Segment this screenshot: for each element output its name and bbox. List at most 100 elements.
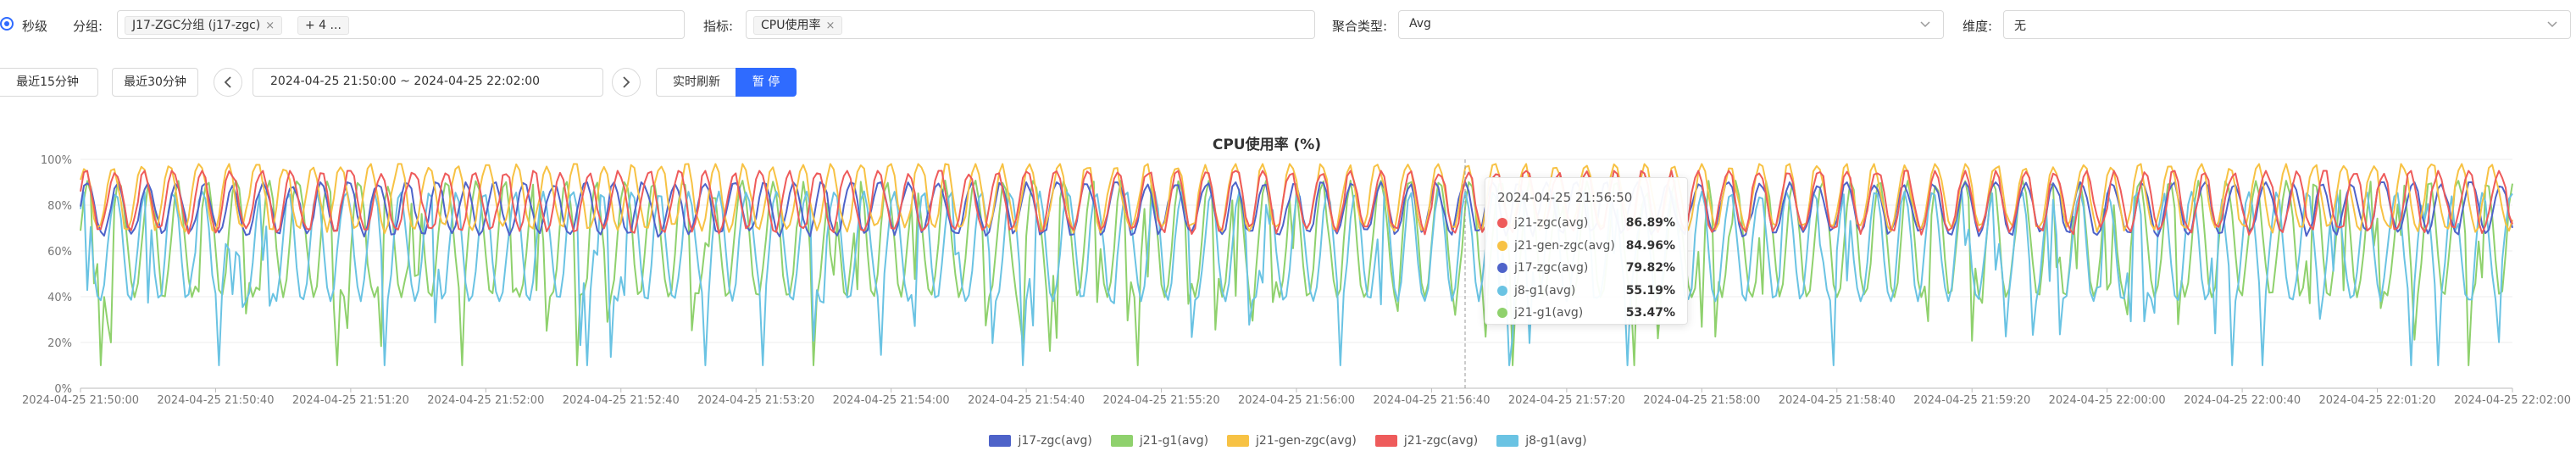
metric-tag[interactable]: CPU使用率 × <box>753 16 843 35</box>
legend-label: j17-zgc(avg) <box>1018 434 1092 448</box>
prev-range-button[interactable] <box>214 68 242 97</box>
x-tick-label: 2024-04-25 21:54:40 <box>968 394 1085 407</box>
realtime-refresh-button[interactable]: 实时刷新 <box>656 68 737 97</box>
group-select[interactable]: J17-ZGC分组 (j17-zgc) × + 4 ... <box>117 10 685 39</box>
y-tick-label: 60% <box>47 246 72 259</box>
series-line-j8-g1-avg- <box>80 190 2513 366</box>
legend-swatch-icon <box>989 435 1012 447</box>
time-range-value: 2024-04-25 21:50:00 ~ 2024-04-25 22:02:0… <box>270 75 541 88</box>
agg-value: Avg <box>1409 17 1431 31</box>
metric-select[interactable]: CPU使用率 × <box>746 10 1315 39</box>
tooltip-series-value: 53.47% <box>1625 306 1675 320</box>
tooltip-series-value: 79.82% <box>1625 261 1675 276</box>
tooltip-series-name: j17-zgc(avg) <box>1514 261 1589 276</box>
x-tick-label: 2024-04-25 22:02:00 <box>2454 394 2571 407</box>
chevron-left-icon <box>224 76 231 88</box>
last-30min-button[interactable]: 最近30分钟 <box>112 68 198 97</box>
legend-swatch-icon <box>1227 435 1250 447</box>
y-tick-label: 40% <box>47 292 72 304</box>
legend-label: j21-gen-zgc(avg) <box>1256 434 1357 448</box>
tooltip-row: j8-g1(avg) 55.19% <box>1497 280 1675 303</box>
tooltip-row: j21-zgc(avg) 86.89% <box>1497 212 1675 235</box>
series-dot-icon <box>1497 285 1507 296</box>
y-tick-label: 0% <box>54 383 72 396</box>
chevron-down-icon <box>2547 21 2557 28</box>
legend-item[interactable]: j21-zgc(avg) <box>1374 434 1479 448</box>
tooltip-row: j21-gen-zgc(avg) 84.96% <box>1497 235 1675 258</box>
series-dot-icon <box>1497 263 1507 274</box>
legend-swatch-icon <box>1496 435 1519 447</box>
x-tick-label: 2024-04-25 22:01:20 <box>2319 394 2436 407</box>
tooltip-series-value: 84.96% <box>1625 238 1675 253</box>
agg-label: 聚合类型: <box>1332 19 1388 34</box>
legend-swatch-icon <box>1110 435 1133 447</box>
x-tick-label: 2024-04-25 21:53:20 <box>697 394 814 407</box>
tooltip-time: 2024-04-25 21:56:50 <box>1497 190 1633 205</box>
tooltip-series-name: j21-gen-zgc(avg) <box>1514 238 1615 253</box>
group-label: 分组: <box>73 19 103 34</box>
legend-item[interactable]: j21-gen-zgc(avg) <box>1227 434 1357 448</box>
dim-select[interactable]: 无 <box>2003 10 2571 39</box>
time-range-input[interactable]: 2024-04-25 21:50:00 ~ 2024-04-25 22:02:0… <box>253 68 603 97</box>
series-line-j21-zgc-avg- <box>80 170 2513 236</box>
metric-tag-text: CPU使用率 <box>761 19 821 32</box>
series-line-j21-gen-zgc-avg- <box>80 163 2513 235</box>
x-tick-label: 2024-04-25 21:52:00 <box>427 394 544 407</box>
metric-label: 指标: <box>703 19 734 34</box>
last-15min-button[interactable]: 最近15分钟 <box>0 68 98 97</box>
granularity-radio[interactable] <box>0 17 14 31</box>
tooltip-series-name: j21-g1(avg) <box>1514 306 1584 320</box>
series-dot-icon <box>1497 240 1507 251</box>
group-tag[interactable]: J17-ZGC分组 (j17-zgc) × <box>125 16 283 35</box>
x-tick-label: 2024-04-25 21:59:20 <box>1913 394 2030 407</box>
granularity-label: 秒级 <box>22 19 48 34</box>
legend-label: j21-g1(avg) <box>1139 434 1209 448</box>
tooltip-row: j21-g1(avg) 53.47% <box>1497 302 1675 325</box>
dim-label: 维度: <box>1963 19 1993 34</box>
agg-select[interactable]: Avg <box>1398 10 1944 39</box>
y-tick-label: 80% <box>47 200 72 213</box>
chevron-right-icon <box>623 76 630 88</box>
legend-item[interactable]: j21-g1(avg) <box>1110 434 1209 448</box>
dim-value: 无 <box>2014 19 2026 33</box>
series-dot-icon <box>1497 218 1507 229</box>
x-tick-label: 2024-04-25 21:57:20 <box>1508 394 1625 407</box>
next-range-button[interactable] <box>612 68 641 97</box>
legend-label: j21-zgc(avg) <box>1403 434 1479 448</box>
x-tick-label: 2024-04-25 21:54:00 <box>833 394 950 407</box>
x-tick-label: 2024-04-25 21:56:00 <box>1238 394 1355 407</box>
x-tick-label: 2024-04-25 21:56:40 <box>1373 394 1490 407</box>
radio-dot <box>4 21 9 26</box>
chart-tooltip: 2024-04-25 21:56:50 j21-zgc(avg) 86.89% j2… <box>1485 177 1688 325</box>
y-tick-label: 20% <box>47 337 72 350</box>
series-dot-icon <box>1497 308 1507 319</box>
tooltip-row: j17-zgc(avg) 79.82% <box>1497 257 1675 280</box>
x-tick-label: 2024-04-25 21:58:00 <box>1643 394 1760 407</box>
legend-item[interactable]: j17-zgc(avg) <box>989 434 1092 448</box>
tooltip-series-name: j21-zgc(avg) <box>1514 216 1589 231</box>
group-tag-text: J17-ZGC分组 (j17-zgc) <box>132 19 261 32</box>
pause-button[interactable]: 暂 停 <box>736 68 797 97</box>
y-tick-label: 100% <box>41 154 72 167</box>
close-icon[interactable]: × <box>825 19 836 32</box>
cpu-usage-chart: 0% 20% 40% 60% 80% 100% 2024-04-25 21:50:00 20… <box>22 154 2571 407</box>
close-icon[interactable]: × <box>265 19 275 32</box>
legend-label: j8-g1(avg) <box>1525 434 1587 448</box>
tooltip-series-value: 55.19% <box>1625 283 1675 298</box>
legend-item[interactable]: j8-g1(avg) <box>1496 434 1587 448</box>
x-tick-label: 2024-04-25 21:50:40 <box>157 394 274 407</box>
x-tick-label: 2024-04-25 21:55:20 <box>1103 394 1220 407</box>
x-tick-label: 2024-04-25 21:51:20 <box>292 394 409 407</box>
tooltip-series-name: j8-g1(avg) <box>1514 283 1576 298</box>
chevron-down-icon <box>1920 21 1930 28</box>
x-tick-label: 2024-04-25 21:50:00 <box>22 394 139 407</box>
group-more-tag[interactable]: + 4 ... <box>297 16 349 35</box>
chart-title: CPU使用率 (%) <box>1212 136 1322 153</box>
x-tick-label: 2024-04-25 21:58:40 <box>1779 394 1896 407</box>
legend-swatch-icon <box>1374 435 1397 447</box>
x-tick-label: 2024-04-25 22:00:40 <box>2184 394 2301 407</box>
x-tick-label: 2024-04-25 21:52:40 <box>563 394 680 407</box>
chart-legend: j17-zgc(avg) j21-g1(avg) j21-gen-zgc(avg) j… <box>0 434 2576 448</box>
x-tick-label: 2024-04-25 22:00:00 <box>2049 394 2166 407</box>
tooltip-series-value: 86.89% <box>1625 216 1675 231</box>
